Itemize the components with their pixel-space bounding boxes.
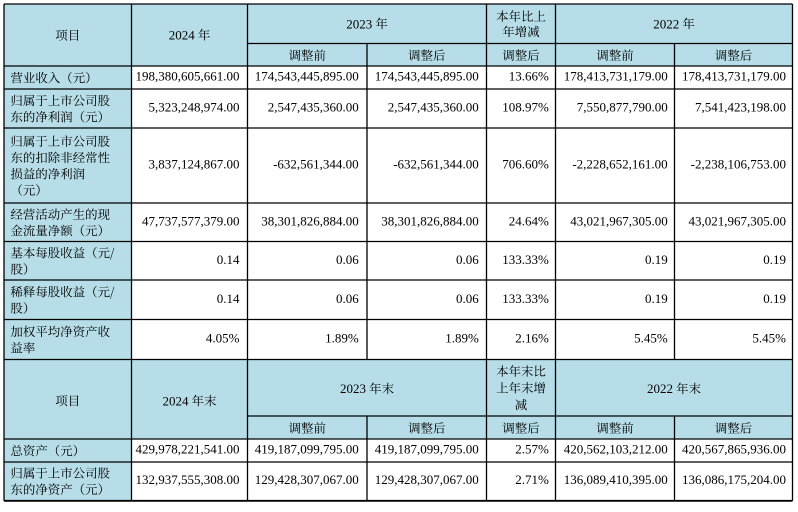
svg-text:0.14: 0.14	[217, 252, 240, 267]
svg-text:-2,238,106,753.00: -2,238,106,753.00	[691, 157, 786, 172]
svg-text:2.16%: 2.16%	[515, 331, 549, 346]
svg-text:2,547,435,360.00: 2,547,435,360.00	[388, 100, 479, 115]
svg-text:47,737,577,379.00: 47,737,577,379.00	[142, 213, 240, 228]
svg-text:0.19: 0.19	[645, 252, 668, 267]
svg-text:132,937,555,308.00: 132,937,555,308.00	[136, 472, 240, 487]
svg-text:0.06: 0.06	[336, 291, 359, 306]
svg-text:38,301,826,884.00: 38,301,826,884.00	[261, 213, 359, 228]
svg-text:1.89%: 1.89%	[445, 331, 479, 346]
svg-text:174,543,445,895.00: 174,543,445,895.00	[255, 69, 359, 84]
svg-text:13.66%: 13.66%	[509, 69, 549, 84]
svg-text:198,380,605,661.00: 198,380,605,661.00	[136, 69, 240, 84]
svg-text:429,978,221,541.00: 429,978,221,541.00	[136, 442, 240, 457]
svg-text:0.19: 0.19	[763, 291, 786, 306]
svg-text:43,021,967,305.00: 43,021,967,305.00	[570, 213, 668, 228]
svg-text:0.06: 0.06	[456, 252, 479, 267]
svg-text:419,187,099,795.00: 419,187,099,795.00	[255, 442, 359, 457]
svg-text:5.45%: 5.45%	[752, 331, 786, 346]
svg-text:2024: 2024	[169, 28, 196, 43]
svg-text:-2,228,652,161.00: -2,228,652,161.00	[572, 157, 667, 172]
svg-text:174,543,445,895.00: 174,543,445,895.00	[375, 69, 479, 84]
svg-text:129,428,307,067.00: 129,428,307,067.00	[255, 472, 359, 487]
svg-text:129,428,307,067.00: 129,428,307,067.00	[375, 472, 479, 487]
svg-text:108.97%: 108.97%	[502, 100, 549, 115]
svg-text:2022: 2022	[647, 381, 673, 396]
svg-text:178,413,731,179.00: 178,413,731,179.00	[564, 69, 668, 84]
svg-text:706.60%: 706.60%	[502, 157, 549, 172]
svg-text:3,837,124,867.00: 3,837,124,867.00	[149, 157, 240, 172]
svg-text:2024: 2024	[163, 393, 190, 408]
svg-text:133.33%: 133.33%	[502, 291, 549, 306]
svg-text:5,323,248,974.00: 5,323,248,974.00	[149, 100, 240, 115]
svg-text:136,086,175,204.00: 136,086,175,204.00	[682, 472, 786, 487]
svg-text:0.06: 0.06	[336, 252, 359, 267]
svg-text:-632,561,344.00: -632,561,344.00	[393, 157, 479, 172]
svg-text:5.45%: 5.45%	[634, 331, 668, 346]
svg-text:24.64%: 24.64%	[509, 213, 549, 228]
svg-text:178,413,731,179.00: 178,413,731,179.00	[682, 69, 786, 84]
svg-text:2,547,435,360.00: 2,547,435,360.00	[268, 100, 359, 115]
svg-text:1.89%: 1.89%	[325, 331, 359, 346]
svg-text:0.19: 0.19	[645, 291, 668, 306]
svg-text:0.06: 0.06	[456, 291, 479, 306]
svg-text:43,021,967,305.00: 43,021,967,305.00	[689, 213, 787, 228]
svg-text:-632,561,344.00: -632,561,344.00	[273, 157, 359, 172]
svg-text:7,541,423,198.00: 7,541,423,198.00	[695, 100, 786, 115]
svg-text:2.57%: 2.57%	[515, 442, 549, 457]
svg-text:7,550,877,790.00: 7,550,877,790.00	[577, 100, 668, 115]
svg-text:136,089,410,395.00: 136,089,410,395.00	[564, 472, 668, 487]
svg-text:2022: 2022	[653, 16, 679, 31]
svg-text:2023: 2023	[346, 16, 372, 31]
svg-text:38,301,826,884.00: 38,301,826,884.00	[381, 213, 479, 228]
svg-text:2.71%: 2.71%	[515, 472, 549, 487]
svg-text:2023: 2023	[340, 381, 366, 396]
svg-text:0.14: 0.14	[217, 291, 240, 306]
svg-text:133.33%: 133.33%	[502, 252, 549, 267]
svg-text:4.05%: 4.05%	[206, 331, 240, 346]
svg-text:420,567,865,936.00: 420,567,865,936.00	[682, 442, 786, 457]
svg-text:419,187,099,795.00: 419,187,099,795.00	[375, 442, 479, 457]
svg-text:420,562,103,212.00: 420,562,103,212.00	[564, 442, 668, 457]
svg-text:0.19: 0.19	[763, 252, 786, 267]
